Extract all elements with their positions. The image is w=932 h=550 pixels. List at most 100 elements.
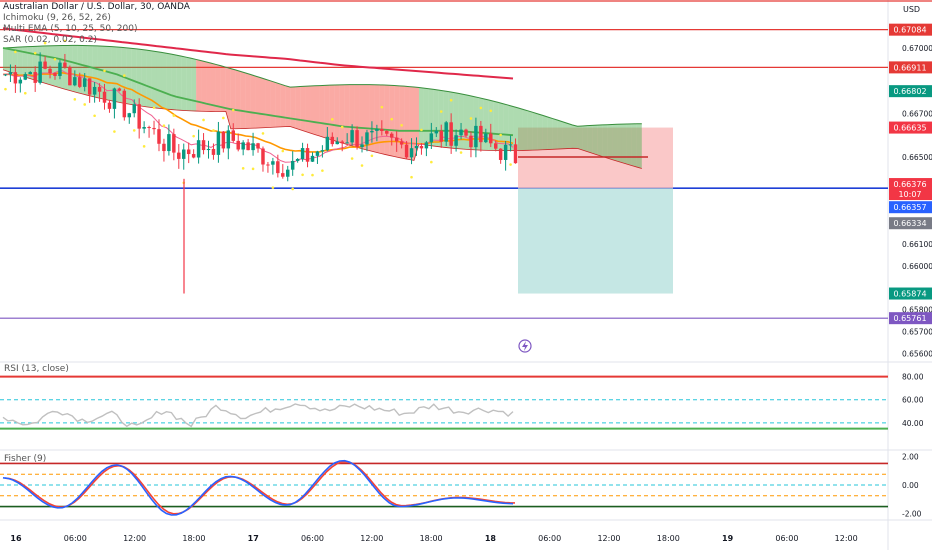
sar-dot xyxy=(172,114,176,117)
ichimoku-cloud-segment xyxy=(52,45,58,88)
sar-dot xyxy=(281,149,285,153)
rsi-label[interactable]: RSI (13, close) xyxy=(4,364,69,374)
fisher-pane[interactable] xyxy=(0,459,888,516)
sar-dot xyxy=(142,145,146,148)
ichimoku-cloud-segment xyxy=(562,121,568,149)
ichimoku-cloud-segment xyxy=(458,93,464,150)
ichimoku-cloud-segment xyxy=(230,68,236,129)
price-label: 0.65761 xyxy=(893,314,926,323)
candle-body xyxy=(439,130,443,142)
candle-body xyxy=(251,143,255,151)
candle-body xyxy=(380,128,384,132)
candle-body xyxy=(78,77,82,87)
time-tick: 12:00 xyxy=(360,534,383,543)
time-tick: 06:00 xyxy=(301,534,324,543)
indicator-sar[interactable]: SAR (0.02, 0.02, 0.2) xyxy=(3,35,98,45)
ichimoku-cloud-segment xyxy=(602,124,608,159)
ichimoku-cloud-segment xyxy=(463,94,469,150)
axes: 0.670000.669000.667000.665000.661000.660… xyxy=(10,23,932,543)
sar-dot xyxy=(241,167,245,170)
ichimoku-cloud-segment xyxy=(567,123,573,149)
rsi-line xyxy=(2,403,514,428)
ichimoku-cloud-segment xyxy=(374,84,380,154)
sar-dot xyxy=(63,39,67,43)
ichimoku-cloud-segment xyxy=(324,85,330,140)
candle-body xyxy=(474,125,478,148)
sar-dot xyxy=(449,98,453,102)
price-tick: 0.66700 xyxy=(902,109,932,118)
sar-dot xyxy=(489,109,493,113)
candle-body xyxy=(345,142,349,144)
price-label-bg xyxy=(889,23,932,36)
sar-dot xyxy=(192,134,195,138)
ichimoku-cloud-segment xyxy=(191,58,197,112)
ichimoku-cloud-segment xyxy=(428,88,434,147)
ichimoku-cloud-segment xyxy=(587,125,593,154)
sar-dot xyxy=(212,129,215,132)
ichimoku-cloud-segment xyxy=(577,125,583,151)
price-label: 0.66357 xyxy=(893,203,926,212)
candle-body xyxy=(424,142,429,149)
sar-dot xyxy=(459,151,463,154)
price-label-bg xyxy=(889,188,932,201)
ichimoku-cloud-segment xyxy=(626,123,632,166)
ichimoku-cloud-segment xyxy=(245,73,251,129)
ichimoku-cloud-segment xyxy=(22,46,28,78)
candle-body xyxy=(320,150,325,152)
sar-dot xyxy=(202,118,205,122)
ichimoku-cloud-segment xyxy=(210,63,216,112)
lightning-icon[interactable] xyxy=(518,339,532,353)
candle-body xyxy=(92,86,97,95)
candle-body xyxy=(276,161,280,174)
time-tick: 06:00 xyxy=(64,534,87,543)
ichimoku-cloud-segment xyxy=(498,102,504,151)
ichimoku-cloud-segment xyxy=(414,87,419,161)
candle-body xyxy=(8,72,13,75)
ichimoku-cloud-segment xyxy=(7,47,13,74)
price-label-bg xyxy=(889,201,932,214)
candle-body xyxy=(58,62,62,76)
candle-body xyxy=(201,140,206,151)
candle-body xyxy=(444,122,448,142)
time-tick: 18:00 xyxy=(657,534,680,543)
candle-body xyxy=(107,102,112,109)
time-tick: 16 xyxy=(10,534,22,543)
sar-dot xyxy=(113,130,116,133)
candle-body xyxy=(469,135,473,148)
candle-body xyxy=(459,129,463,136)
indicator-ema[interactable]: Multi EMA (5, 10, 25, 50, 200) xyxy=(3,24,138,34)
candle-body xyxy=(73,77,77,86)
fisher-label[interactable]: Fisher (9) xyxy=(4,454,47,464)
price-pane[interactable] xyxy=(0,0,932,319)
time-tick: 18:00 xyxy=(182,534,205,543)
sar-dot xyxy=(390,117,394,121)
ichimoku-cloud-segment xyxy=(181,56,187,111)
sar-dot xyxy=(103,69,106,73)
ichimoku-cloud-segment xyxy=(280,84,286,127)
ichimoku-cloud-segment xyxy=(418,87,424,145)
ichimoku-cloud-segment xyxy=(166,53,172,110)
indicator-ichimoku[interactable]: Ichimoku (9, 26, 52, 26) xyxy=(3,13,111,23)
ichimoku-cloud-segment xyxy=(295,86,301,130)
candle-body xyxy=(117,88,122,91)
ichimoku-cloud-segment xyxy=(131,48,137,106)
ichimoku-cloud-segment xyxy=(522,109,528,151)
sar-dot xyxy=(123,74,126,77)
price-label: 0.66334 xyxy=(893,219,926,228)
candle-body xyxy=(48,68,52,74)
ichimoku-cloud-segment xyxy=(344,84,350,146)
ichimoku-cloud-segment xyxy=(206,61,211,112)
sar-dot xyxy=(231,108,235,112)
rsi-pane[interactable] xyxy=(0,375,888,430)
ichimoku-cloud-segment xyxy=(176,55,182,111)
ichimoku-cloud-segment xyxy=(621,123,627,165)
ichimoku-cloud-segment xyxy=(404,86,410,160)
candle-body xyxy=(152,127,156,130)
price-tick: 0.66500 xyxy=(902,153,932,162)
time-tick: 18 xyxy=(485,534,497,543)
candle-body xyxy=(82,78,87,87)
ichimoku-cloud-segment xyxy=(592,125,598,155)
candle-body xyxy=(266,164,270,166)
